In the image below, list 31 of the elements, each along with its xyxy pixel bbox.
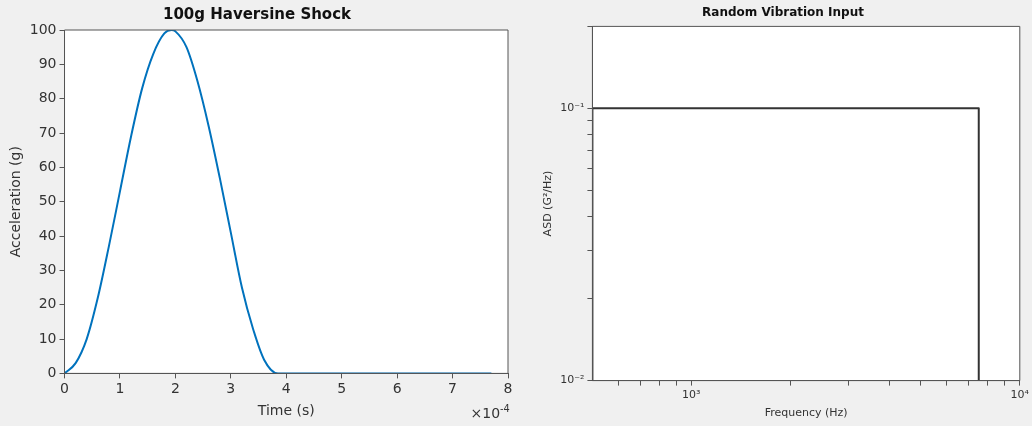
x-tick-label: 6 [392,380,402,397]
y-tick-label: 10 [38,329,57,346]
y-axis-title: ASD (G²/Hz) [541,170,555,237]
y-tick-label: 50 [38,192,57,209]
x-tick-label: 0 [60,380,69,397]
y-tick-label: 60 [38,158,57,174]
y-tick-label: 90 [38,54,57,71]
line-series [64,30,493,374]
x-axis-title: Time (s) [256,402,315,419]
x-tick-label: 10⁴ [1010,388,1030,402]
y-tick-label: 100 [29,20,57,37]
x-tick-label: 1 [115,380,125,397]
x-tick-label: 10³ [682,388,701,402]
x-tick-label: 2 [170,380,180,397]
chart-title: 100g Haversine Shock [162,4,353,23]
x-tick-label: 5 [337,380,347,397]
y-tick-label: 10⁻² [560,373,585,387]
x-tick-label: 4 [281,380,291,397]
x-tick-label: 8 [503,380,513,397]
y-tick-label: 10⁻¹ [560,101,585,115]
y-tick-label: 20 [38,295,57,312]
x-tick-label: 7 [448,380,458,397]
y-tick-label: 70 [38,123,57,140]
y-tick-label: 40 [38,226,57,243]
x-axis-title: Frequency (Hz) [764,406,848,420]
x-tick-label: 3 [226,380,236,397]
y-tick-label: 80 [38,89,57,106]
chart-title: Random Vibration Input [702,5,865,20]
y-axis-title: Acceleration (g) [7,146,24,258]
y-tick-label: 30 [38,261,57,278]
y-tick-label: 0 [47,364,57,381]
